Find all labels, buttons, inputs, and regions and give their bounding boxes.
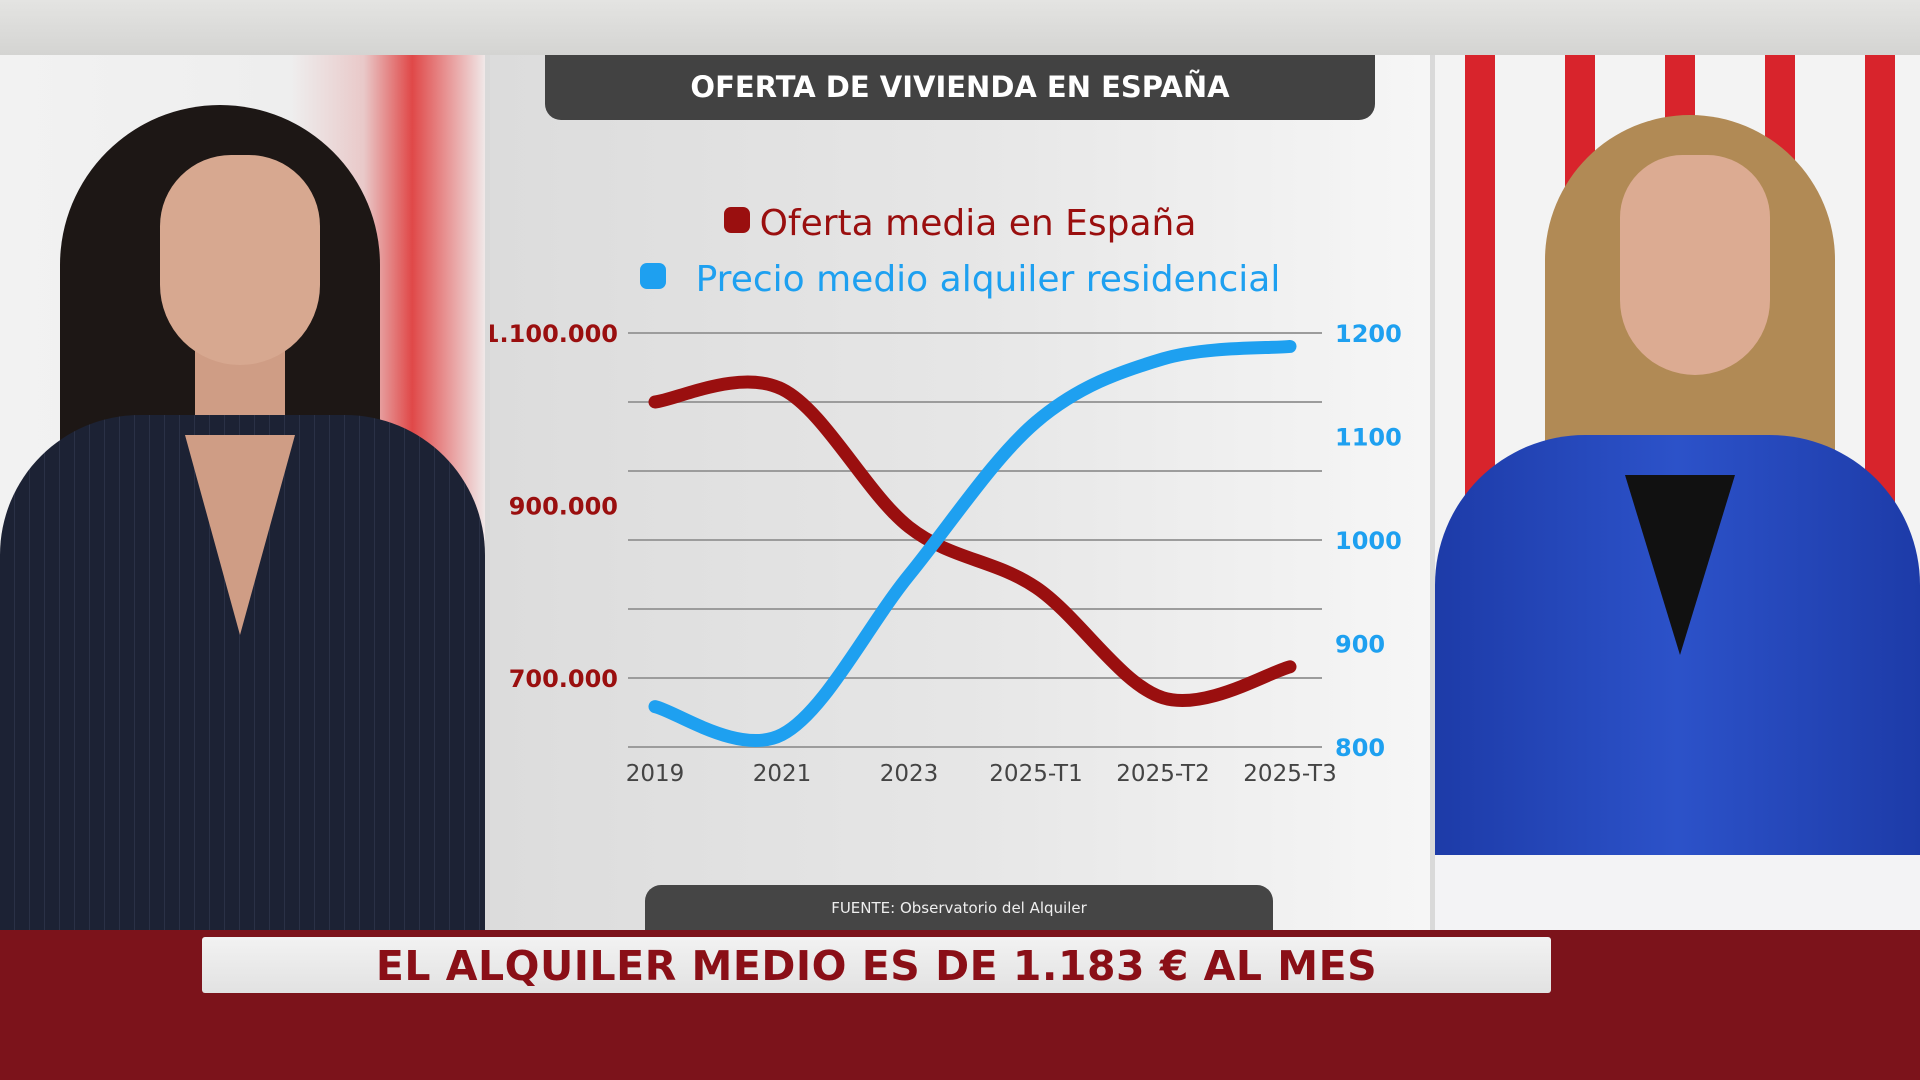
legend-swatch-red bbox=[723, 207, 750, 233]
x-tick-label: 2025-T3 bbox=[1243, 761, 1336, 787]
line-chart: 700.000 900.000 1.100.000 800 900 1000 1100 120… bbox=[490, 320, 1402, 787]
chart-title: OFERTA DE VIVIENDA EN ESPAÑA bbox=[545, 55, 1375, 120]
x-tick-label: 2025-T1 bbox=[989, 761, 1082, 787]
headline-ticker: EL ALQUILER MEDIO ES DE 1.183 € AL MES bbox=[202, 937, 1551, 993]
series-line-precio bbox=[648, 339, 1297, 747]
y-left-tick-label: 900.000 bbox=[509, 493, 618, 521]
y-left-tick-label: 1.100.000 bbox=[490, 320, 618, 348]
chart-graphic: OFERTA DE VIVIENDA EN ESPAÑA Oferta medi… bbox=[490, 55, 1430, 945]
x-tick-label: 2019 bbox=[626, 761, 685, 787]
y-right-tick-label: 1200 bbox=[1335, 320, 1402, 348]
x-tick-label: 2025-T2 bbox=[1116, 761, 1209, 787]
x-tick-label: 2023 bbox=[880, 761, 939, 787]
y-right-tick-label: 1000 bbox=[1335, 527, 1402, 555]
x-tick-label: 2021 bbox=[753, 761, 812, 787]
legend-label: Precio medio alquiler residencial bbox=[695, 259, 1281, 300]
y-right-tick-label: 1100 bbox=[1335, 424, 1402, 452]
series-line-oferta bbox=[648, 375, 1297, 707]
y-right-tick-label: 900 bbox=[1335, 631, 1385, 659]
legend-label: Oferta media en España bbox=[759, 203, 1197, 244]
legend-item-precio: Precio medio alquiler residencial bbox=[490, 259, 1430, 300]
guest-camera-right bbox=[1435, 55, 1920, 930]
legend-swatch-blue bbox=[639, 263, 666, 289]
presenter-camera-left bbox=[0, 55, 485, 930]
y-right-tick-label: 800 bbox=[1335, 734, 1385, 762]
top-strip bbox=[0, 0, 1920, 55]
lower-third-band: EL ALQUILER MEDIO ES DE 1.183 € AL MES bbox=[0, 930, 1920, 1080]
legend-item-oferta: Oferta media en España bbox=[490, 203, 1430, 244]
y-left-tick-label: 700.000 bbox=[509, 665, 618, 693]
